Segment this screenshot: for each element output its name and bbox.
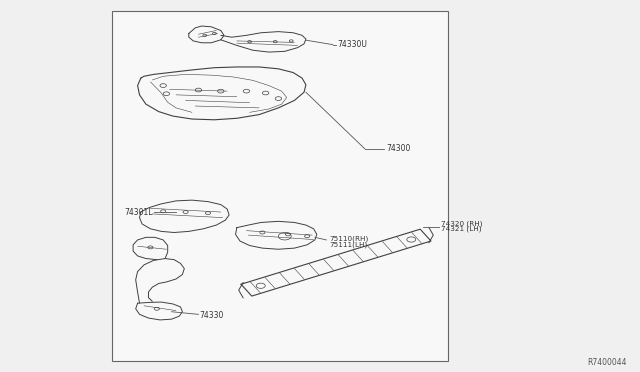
Text: 75110(RH): 75110(RH)	[330, 235, 369, 242]
Text: 74301L: 74301L	[125, 208, 154, 217]
Text: 74321 (LH): 74321 (LH)	[441, 226, 481, 232]
Text: 74300: 74300	[386, 144, 410, 153]
Text: 74320 (RH): 74320 (RH)	[441, 220, 482, 227]
Text: R7400044: R7400044	[588, 358, 627, 367]
Text: 74330U: 74330U	[337, 40, 367, 49]
Text: 74330: 74330	[200, 311, 224, 320]
Text: 75111(LH): 75111(LH)	[330, 241, 368, 248]
Bar	[112, 11, 448, 361]
